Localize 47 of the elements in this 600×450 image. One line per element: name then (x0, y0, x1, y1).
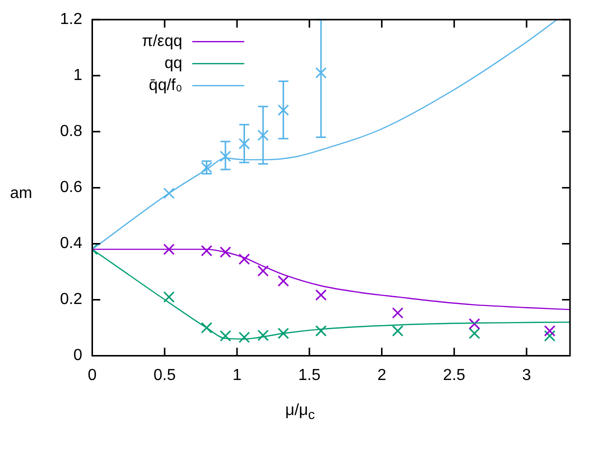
x-tick-label: 0 (88, 366, 97, 384)
x-tick-label: 3 (522, 366, 532, 384)
x-axis-title: μ/μ$_{c}$ (284, 402, 316, 422)
point (315, 67, 327, 79)
x-tick-label: 2.5 (443, 366, 466, 384)
y-tick-label: 1.2 (60, 11, 82, 28)
y-tick-label: 0.6 (60, 179, 82, 196)
legend-label: q̄q/f₀ (148, 77, 182, 94)
y-axis-title: am (10, 185, 32, 203)
y-tick-label: 0.4 (60, 235, 82, 252)
point (163, 291, 175, 303)
point (315, 289, 327, 301)
x-tick-label: 2 (377, 366, 386, 384)
point (238, 138, 250, 150)
point (257, 265, 269, 277)
point (220, 246, 232, 258)
point (315, 325, 327, 337)
y-tick-label: 0 (73, 347, 82, 364)
point (257, 330, 269, 342)
point (238, 332, 250, 344)
y-tick-label: 0.2 (60, 291, 82, 308)
point (278, 104, 290, 116)
x-tick-label: 0.5 (154, 366, 176, 384)
point (468, 328, 480, 340)
y-tick-label: 1 (73, 67, 82, 84)
point (544, 330, 556, 342)
line-series (92, 20, 558, 250)
point (392, 325, 404, 337)
point (468, 318, 480, 330)
point (220, 150, 232, 162)
y-tick-label: 0.8 (60, 123, 82, 140)
legend-label: qq (164, 55, 182, 72)
point (544, 325, 556, 337)
line-series (92, 248, 570, 340)
x-tick-label: 1.5 (298, 366, 321, 384)
point (200, 322, 212, 334)
legend-label: π/εqq (142, 33, 182, 50)
point (220, 330, 232, 342)
point (200, 245, 212, 256)
point (257, 130, 269, 142)
point (163, 244, 175, 256)
point (392, 307, 404, 319)
point (238, 253, 250, 265)
point (278, 328, 290, 340)
x-tick-label: 1 (232, 366, 242, 384)
point (163, 188, 175, 200)
point (278, 275, 290, 287)
